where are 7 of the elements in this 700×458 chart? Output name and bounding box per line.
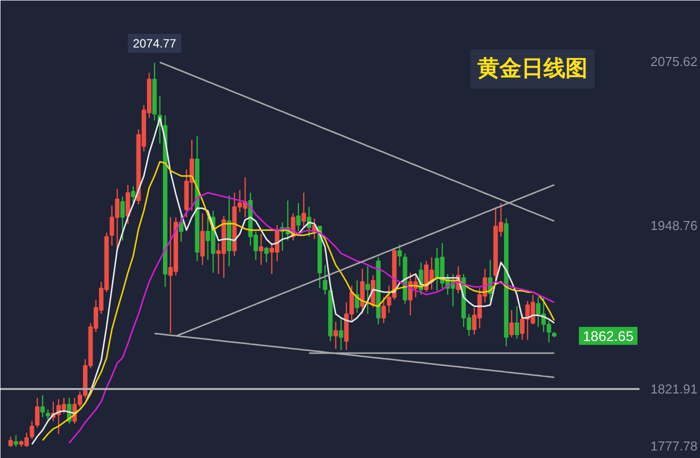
y-tick-label: 1948.76 [650, 218, 698, 233]
y-tick-label: 1821.91 [650, 381, 698, 396]
y-tick-label: 2075.62 [650, 54, 698, 70]
y-tick-label: 1777.78 [650, 438, 698, 454]
annotation: 2074.77 [132, 36, 177, 51]
text: 黄金日线图 [476, 56, 588, 82]
text: 1862.65 [582, 328, 634, 344]
